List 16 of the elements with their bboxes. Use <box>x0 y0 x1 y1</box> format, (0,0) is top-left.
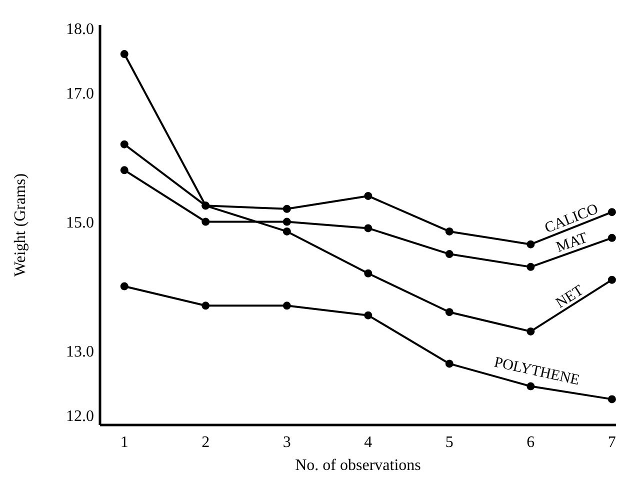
y-tick-label: 15.0 <box>66 214 94 232</box>
x-tick-label: 2 <box>202 434 210 451</box>
x-axis-title: No. of observations <box>295 457 421 474</box>
y-tick-label: 18.0 <box>66 20 94 38</box>
text: NET <box>553 282 587 312</box>
x-tick-label: 6 <box>526 434 535 451</box>
x-tick-label: 4 <box>364 434 372 451</box>
x-tick-label: 5 <box>445 434 454 451</box>
x-tick-label: 7 <box>608 434 616 451</box>
text: MAT <box>554 230 590 256</box>
y-axis-title: Weight (Grams) <box>12 173 29 277</box>
y-tick-label: 12.0 <box>66 408 94 425</box>
y-tick-label: 13.0 <box>66 343 94 360</box>
x-tick-label: 1 <box>120 434 128 451</box>
y-tick-label: 17.0 <box>66 85 94 102</box>
x-tick-label: 3 <box>282 434 291 451</box>
